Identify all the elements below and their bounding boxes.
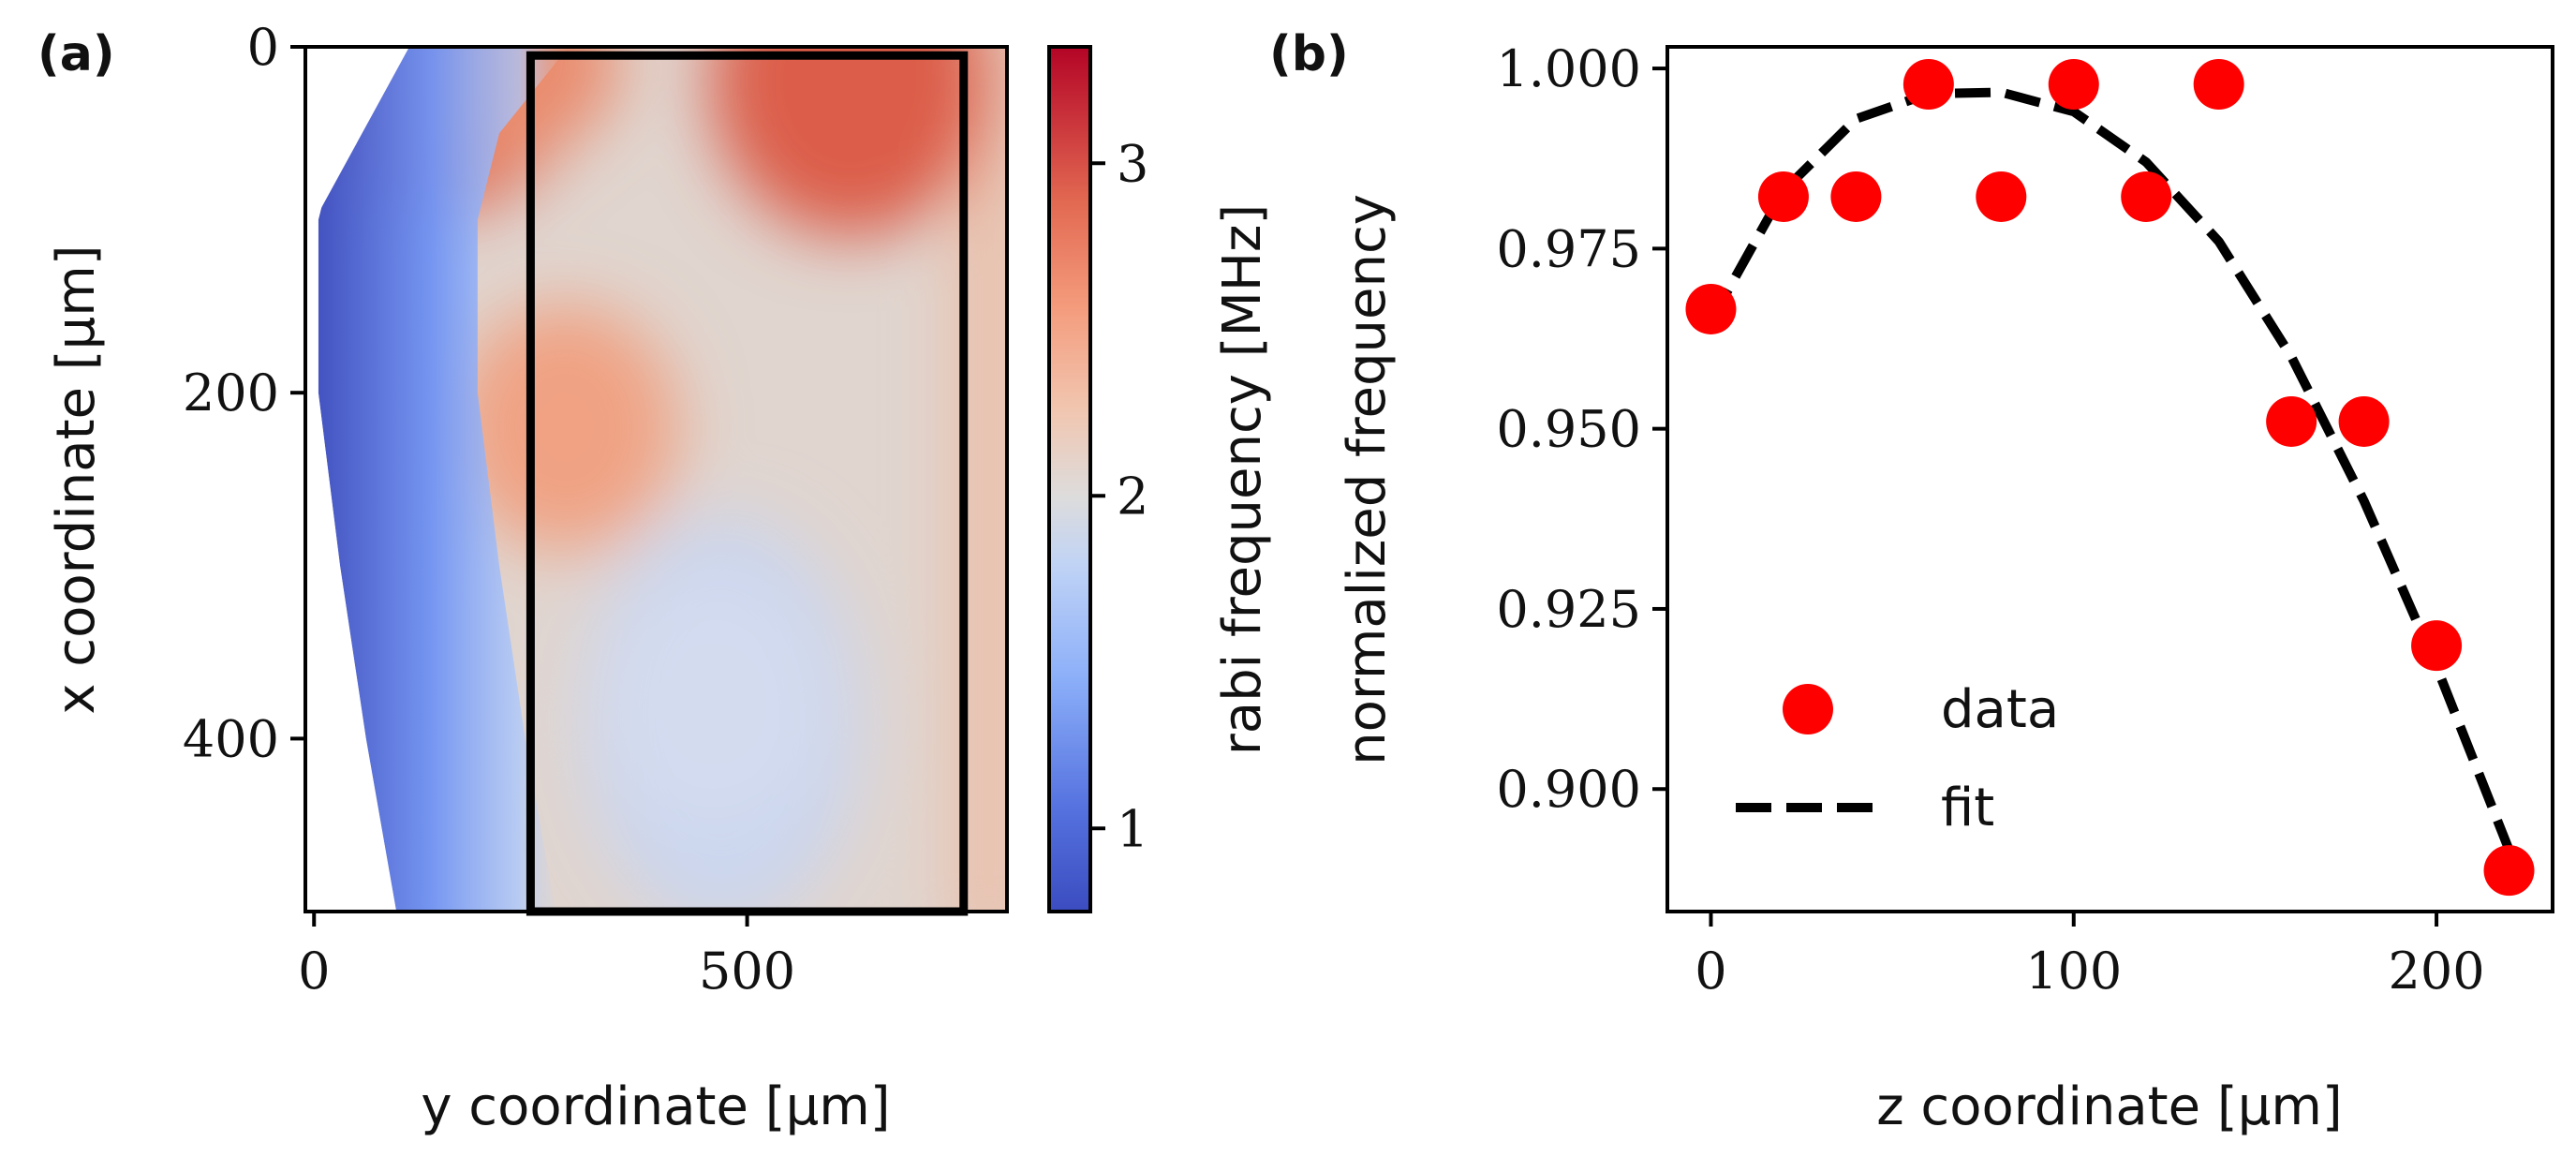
scatter-y-ticks: 0.900 0.925 0.950 0.975 1.000 [1496,39,1667,819]
data-point [2411,620,2463,672]
data-point [2338,395,2390,447]
y-tick-label: 0.900 [1496,760,1641,819]
y-tick-label: 0.950 [1496,400,1641,459]
y-tick-label: 0.925 [1496,580,1641,639]
panel-a-label: (a) [37,26,115,82]
heatmap-low-band [318,47,569,912]
scatter-axes-frame [1666,45,2554,913]
data-point [1902,58,1954,110]
data-point [2193,58,2244,110]
colorbar-tick-label: 3 [1117,134,1148,193]
heatmap-hotspot [710,47,992,236]
data-point [1685,283,1737,334]
legend: data fit [1736,679,2059,838]
y-tick-label: 200 [183,363,279,423]
x-tick-label: 200 [2389,942,2485,1001]
colorbar-ticks: 1 2 3 [1090,134,1148,858]
y-tick-label: 1.000 [1496,39,1641,98]
scatter-x-ticks: 0 100 200 [1695,912,2485,1001]
legend-fit-label: fit [1941,778,1994,838]
data-point [1976,171,2027,222]
legend-data-label: data [1941,679,2059,740]
heatmap-x-ticks: 0 500 [298,912,795,1001]
data-point [2483,845,2535,897]
data-point [2121,171,2172,222]
colorbar-label: rabi frequency [MHz] [1212,204,1273,755]
heatmap-x-axis-label: y coordinate [μm] [421,1076,890,1137]
heatmap-axes-frame [303,45,1009,913]
heatmap-invalid-corner [305,47,409,238]
colorbar [1047,45,1092,913]
data-point [2048,58,2099,110]
x-tick-label: 100 [2025,942,2122,1001]
x-tick-label: 0 [1695,942,1726,1001]
heatmap-y-ticks: 0 200 400 [183,18,305,768]
colorbar-tick-label: 2 [1117,467,1148,526]
panel-b: (b) 0 100 200 0.900 0.925 0.950 0.975 1.000 z … [1269,26,2554,1137]
x-tick-label: 500 [699,942,795,1001]
data-point [1757,171,1809,222]
fit-line [1707,87,2521,870]
legend-data-marker [1783,684,1833,734]
y-tick-label: 0.975 [1496,219,1641,278]
heatmap-hotspot [452,304,678,552]
heatmap [305,47,1007,912]
x-tick-label: 0 [298,942,330,1001]
data-series [1685,58,2535,897]
y-tick-label: 0 [247,18,279,77]
y-tick-label: 400 [183,709,279,768]
scatter-x-axis-label: z coordinate [μm] [1876,1076,2343,1137]
scatter-y-axis-label: normalized frequency [1337,194,1398,765]
colorbar-tick-label: 1 [1117,799,1148,858]
data-point [2266,395,2317,447]
heatmap-invalid-region [305,47,409,912]
panel-b-label: (b) [1269,26,1349,82]
data-point [1830,171,1882,222]
fit-series [1707,87,2521,870]
heatmap-hotspot [600,580,825,828]
heatmap-y-axis-label: x coordinate [μm] [46,245,107,714]
